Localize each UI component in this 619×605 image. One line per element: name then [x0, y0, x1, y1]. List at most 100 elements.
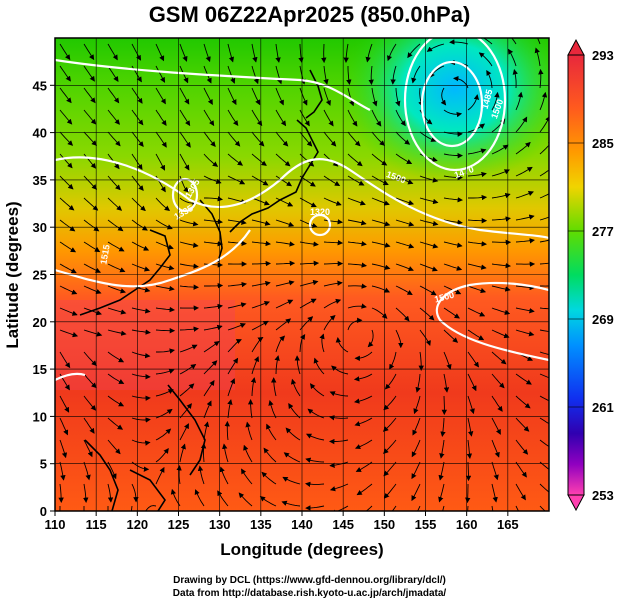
streamline: [491, 461, 499, 481]
streamline: [131, 351, 151, 359]
colorbar: 293 285 277 269 261 253: [567, 38, 614, 512]
streamline: [107, 109, 120, 125]
streamline: [83, 263, 102, 273]
streamline: [467, 171, 487, 178]
streamline: [59, 153, 73, 169]
streamline: [395, 109, 406, 127]
streamline: [83, 131, 98, 146]
streamline: [251, 175, 269, 186]
streamline: [203, 131, 216, 147]
streamline: [323, 87, 331, 106]
streamline: [179, 383, 195, 397]
streamline: [203, 340, 220, 353]
streamline: [515, 417, 530, 432]
streamline: [59, 307, 78, 316]
streamline: [203, 241, 223, 247]
streamline: [534, 47, 541, 67]
streamline: [155, 109, 167, 126]
streamline: [227, 65, 236, 84]
streamline: [478, 52, 493, 67]
streamline: [438, 483, 445, 503]
streamline: [179, 241, 199, 248]
streamline: [323, 314, 336, 331]
streamline: [491, 373, 505, 389]
streamline: [395, 241, 415, 249]
streamline: [491, 285, 511, 292]
streamline: [491, 351, 507, 365]
colorbar-bottom-triangle: [567, 494, 585, 512]
streamline: [515, 483, 526, 501]
streamline: [539, 140, 549, 155]
x-tick-label: 115: [86, 517, 107, 532]
streamline: [467, 94, 480, 111]
streamline: [411, 65, 421, 84]
streamline: [59, 65, 71, 82]
streamline: [250, 377, 257, 397]
streamline: [59, 351, 71, 369]
streamline: [243, 444, 253, 463]
streamline: [347, 87, 355, 107]
y-tick-label: 15: [33, 362, 47, 377]
streamline: [107, 197, 123, 211]
streamline: [419, 263, 438, 272]
streamline: [491, 417, 501, 435]
streamline: [83, 351, 97, 367]
streamline: [538, 68, 544, 89]
streamline: [83, 43, 95, 61]
streamline: [227, 109, 239, 127]
streamline: [411, 461, 421, 480]
streamline: [155, 447, 169, 463]
streamline: [382, 417, 397, 432]
streamline: [515, 141, 531, 155]
streamline: [356, 483, 373, 496]
streamline: [305, 481, 325, 487]
streamline: [83, 373, 97, 389]
colorbar-label: 277: [592, 224, 614, 239]
streamline: [247, 399, 254, 419]
y-tick-label: 0: [40, 504, 47, 519]
x-tick-label: 165: [497, 517, 519, 532]
streamline: [467, 373, 477, 392]
streamline: [395, 329, 404, 349]
streamline: [251, 153, 267, 166]
colorbar-labels: 293 285 277 269 261 253: [568, 48, 614, 503]
colorbar-label: 269: [592, 312, 614, 327]
streamline: [281, 500, 301, 507]
streamline: [59, 175, 74, 190]
streamline: [539, 91, 548, 111]
streamline: [467, 307, 486, 317]
streamline: [179, 284, 199, 290]
streamline: [131, 439, 151, 446]
streamline: [179, 153, 190, 171]
streamline: [467, 329, 485, 341]
streamline: [395, 197, 415, 206]
x-tick-label: 125: [168, 517, 190, 532]
streamline: [347, 317, 363, 331]
streamline: [227, 378, 236, 397]
streamline: [365, 43, 373, 63]
streamline: [491, 307, 511, 315]
streamline: [299, 87, 308, 106]
streamline: [285, 427, 301, 441]
streamline: [515, 284, 535, 291]
streamline: [275, 43, 281, 63]
streamline: [179, 87, 190, 105]
streamline: [467, 505, 469, 511]
y-tick-label: 25: [33, 268, 47, 283]
streamline: [131, 395, 151, 401]
streamline: [391, 505, 397, 511]
streamline: [275, 335, 286, 353]
x-axis-label: Longitude (degrees): [220, 540, 383, 559]
streamline: [443, 174, 463, 181]
streamline: [155, 368, 175, 375]
streamline: [107, 417, 124, 430]
streamline: [331, 365, 349, 375]
streamline: [107, 329, 127, 336]
streamline: [259, 496, 277, 507]
streamline: [283, 452, 301, 463]
streamline: [347, 197, 366, 206]
streamline: [347, 303, 367, 309]
streamline: [419, 307, 435, 321]
streamline: [131, 483, 139, 503]
streamline: [107, 285, 126, 294]
